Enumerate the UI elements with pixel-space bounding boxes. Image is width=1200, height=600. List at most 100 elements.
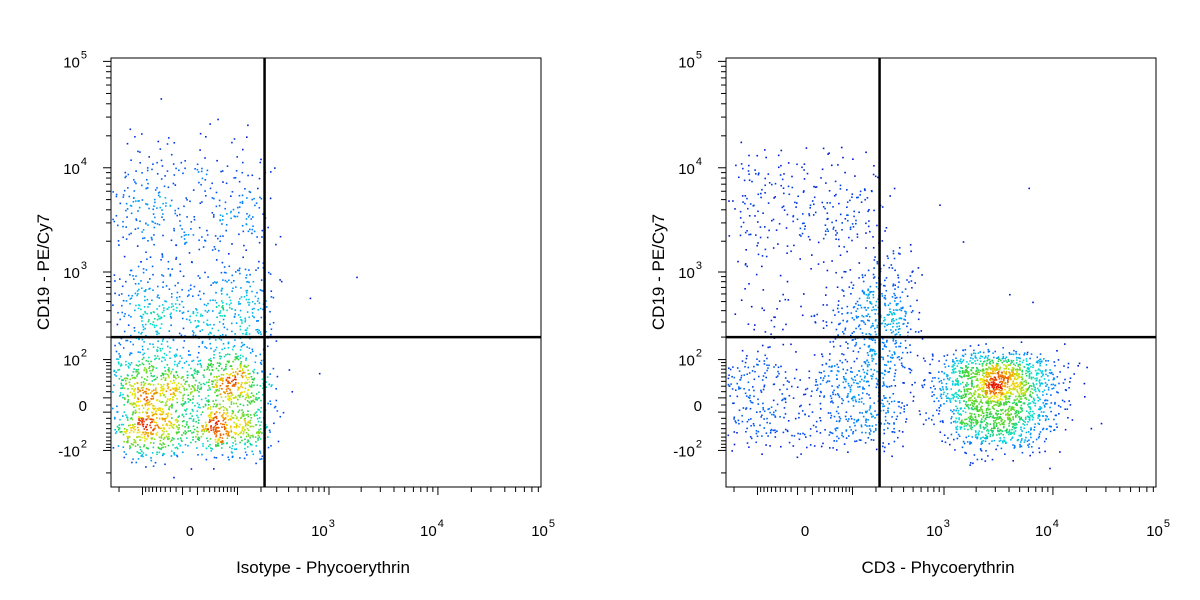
data-point [174, 355, 176, 358]
data-point [963, 375, 965, 377]
data-point [894, 294, 896, 297]
data-point [1012, 460, 1014, 462]
data-point [1028, 187, 1030, 190]
data-point [174, 389, 176, 392]
data-point [178, 388, 180, 391]
data-point [228, 265, 231, 268]
data-point [847, 395, 849, 398]
data-point [164, 420, 166, 422]
data-point [956, 396, 958, 398]
data-point [150, 392, 152, 394]
data-point [1039, 364, 1041, 367]
data-point [892, 340, 895, 342]
data-point [160, 98, 163, 100]
data-point [884, 298, 887, 300]
data-point [116, 411, 119, 413]
data-point [171, 293, 173, 295]
data-point [119, 318, 121, 321]
data-point [211, 212, 214, 214]
data-point [837, 406, 839, 408]
data-point [885, 227, 888, 229]
data-point [241, 386, 244, 389]
data-point [171, 406, 173, 409]
data-point [767, 435, 769, 437]
data-point [227, 385, 229, 387]
data-point [225, 378, 228, 381]
data-point [867, 361, 870, 364]
data-point [803, 228, 806, 230]
data-point [138, 452, 140, 454]
data-point [872, 273, 875, 276]
data-point [170, 393, 172, 396]
data-point [174, 284, 177, 287]
data-point [955, 417, 958, 420]
data-point [971, 426, 974, 429]
data-point [1003, 436, 1005, 439]
data-point [216, 159, 218, 162]
data-point [853, 418, 856, 421]
data-point [841, 434, 843, 437]
data-point [893, 411, 896, 414]
data-point [259, 431, 261, 433]
data-point [951, 372, 953, 374]
data-point [204, 403, 207, 406]
data-point [155, 392, 157, 395]
data-point [941, 386, 944, 388]
data-point [1047, 388, 1050, 391]
data-point [208, 431, 210, 433]
data-point [814, 321, 816, 323]
data-point [756, 411, 758, 413]
data-point [261, 229, 264, 232]
data-point [971, 385, 973, 388]
data-point [936, 397, 938, 400]
data-point [871, 322, 874, 325]
data-point [168, 367, 170, 369]
data-point [142, 348, 144, 351]
data-point [257, 320, 259, 322]
data-point [1057, 359, 1060, 361]
data-point [270, 328, 273, 330]
data-point [755, 234, 757, 236]
data-point [1038, 451, 1041, 454]
data-point [218, 199, 221, 202]
data-point [961, 372, 964, 374]
data-point [200, 364, 202, 366]
data-point [989, 363, 992, 365]
data-point [186, 424, 188, 426]
data-point [784, 428, 787, 431]
data-point [246, 423, 248, 425]
data-point [956, 393, 958, 396]
data-point [865, 421, 867, 423]
data-point [855, 440, 858, 442]
data-point [870, 348, 873, 351]
data-point [195, 326, 197, 329]
data-point [142, 353, 144, 356]
data-point [179, 310, 181, 312]
data-point [883, 373, 886, 376]
data-point [853, 381, 855, 384]
data-point [876, 370, 878, 373]
data-point [244, 438, 246, 441]
data-point [891, 320, 893, 323]
data-point [820, 391, 822, 394]
data-point [793, 377, 796, 380]
data-point [129, 446, 132, 448]
data-point [215, 431, 218, 434]
data-point [883, 384, 885, 386]
data-point [198, 239, 200, 241]
data-point [175, 410, 177, 413]
data-point [167, 186, 170, 189]
data-point [255, 462, 257, 465]
data-point [120, 384, 123, 386]
data-point [234, 433, 237, 436]
data-point [214, 299, 217, 302]
data-point [858, 439, 861, 441]
data-point [231, 368, 233, 370]
data-point [810, 395, 812, 397]
data-point [158, 315, 160, 318]
data-point [225, 182, 228, 185]
data-point [866, 359, 868, 362]
data-point [186, 388, 188, 391]
data-point [187, 444, 189, 447]
data-point [251, 450, 253, 453]
